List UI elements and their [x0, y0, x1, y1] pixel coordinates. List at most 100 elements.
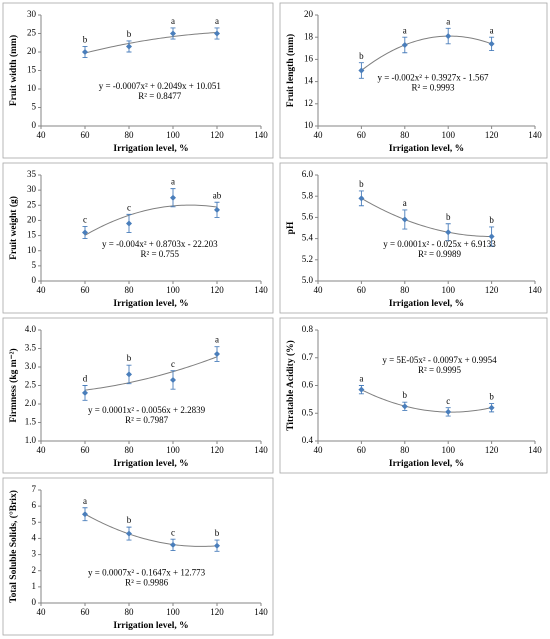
x-tick-label: 140: [254, 607, 268, 617]
r-squared: R² = 0.755: [141, 249, 180, 259]
significance-letter: a: [215, 16, 219, 26]
significance-letter: a: [403, 25, 407, 35]
significance-letter: b: [127, 29, 132, 39]
x-tick-label: 140: [528, 130, 542, 140]
y-tick-label: 2.0: [25, 398, 37, 408]
y-tick-label: 0.7: [302, 352, 314, 362]
significance-letter: b: [446, 212, 451, 222]
x-tick-label: 60: [357, 130, 367, 140]
panel-border: [2, 2, 274, 159]
y-tick-label: 18: [304, 31, 314, 41]
data-point: [126, 371, 132, 378]
trendline: [84, 31, 218, 54]
r-squared: R² = 0.7987: [125, 415, 169, 425]
x-tick-label: 80: [125, 130, 135, 140]
significance-letter: b: [127, 515, 132, 525]
significance-letter: b: [215, 528, 220, 538]
significance-letter: ab: [213, 190, 222, 200]
y-tick-label: 20: [304, 9, 314, 19]
r-squared: R² = 0.9995: [418, 365, 462, 375]
data-point: [358, 195, 365, 202]
data-point: [82, 511, 88, 518]
y-tick-label: 3: [32, 549, 37, 559]
data-point: [170, 30, 176, 37]
y-tick-label: 30: [27, 9, 37, 19]
x-tick-label: 60: [357, 285, 367, 295]
y-tick-label: 15: [27, 65, 37, 75]
significance-letter: a: [171, 16, 175, 26]
significance-letter: b: [359, 51, 364, 61]
data-point: [488, 404, 495, 411]
y-axis-title: Total Soluble Solids, (°Brix): [8, 490, 19, 603]
x-tick-label: 100: [166, 130, 180, 140]
r-squared: R² = 0.9993: [411, 82, 455, 92]
y-tick-label: 5.6: [302, 211, 314, 221]
x-tick-label: 60: [81, 130, 91, 140]
x-axis-title: Irrigation level, %: [389, 459, 464, 469]
data-point: [126, 43, 132, 50]
trendline: [84, 356, 218, 391]
trendline-equation: y = -0.002x² + 0.3927x - 1.567: [377, 72, 489, 82]
y-tick-label: 5.8: [302, 190, 314, 200]
y-tick-label: 1: [32, 581, 37, 591]
y-tick-label: 3.5: [25, 343, 37, 353]
significance-letter: c: [171, 359, 175, 369]
x-tick-label: 40: [37, 285, 47, 295]
x-tick-label: 120: [210, 607, 224, 617]
y-tick-label: 25: [27, 28, 37, 38]
x-tick-label: 40: [37, 607, 47, 617]
y-tick-label: 10: [304, 120, 314, 130]
y-axis-title: Fruit length (mm): [285, 34, 296, 107]
y-axis-title: Fruit weight (g): [8, 196, 19, 260]
y-axis-title: Firmness (kg m⁻²): [8, 348, 19, 422]
data-point: [170, 194, 176, 201]
y-tick-label: 5.0: [302, 275, 314, 285]
x-tick-label: 40: [37, 130, 47, 140]
data-point: [401, 41, 408, 48]
significance-letter: b: [83, 35, 88, 45]
significance-letter: c: [446, 396, 450, 406]
significance-letter: a: [446, 16, 450, 26]
y-tick-label: 0: [32, 120, 37, 130]
x-tick-label: 40: [314, 445, 324, 455]
trendline-equation: y = -0.004x² + 0.8703x - 22.203: [102, 239, 218, 249]
x-tick-label: 120: [210, 130, 224, 140]
significance-letter: d: [83, 374, 88, 384]
x-tick-label: 100: [166, 607, 180, 617]
x-tick-label: 80: [125, 445, 135, 455]
trendline: [361, 197, 492, 237]
significance-letter: c: [171, 527, 175, 537]
x-tick-label: 80: [400, 445, 410, 455]
x-axis-title: Irrigation level, %: [113, 144, 188, 154]
x-tick-label: 100: [441, 130, 455, 140]
x-tick-label: 100: [441, 285, 455, 295]
trendline: [84, 513, 218, 547]
y-tick-label: 3.0: [25, 361, 37, 371]
x-tick-label: 80: [125, 607, 135, 617]
x-tick-label: 120: [485, 445, 499, 455]
x-axis-title: Irrigation level, %: [389, 299, 464, 309]
x-tick-label: 60: [81, 445, 91, 455]
x-tick-label: 40: [37, 445, 47, 455]
data-point: [214, 30, 220, 37]
y-tick-label: 2.5: [25, 380, 37, 390]
significance-letter: a: [171, 177, 175, 187]
panel-border: [279, 162, 548, 314]
y-axis-title: Titratable Acidity (%): [285, 340, 296, 431]
panel-border: [279, 317, 548, 474]
x-tick-label: 80: [400, 285, 410, 295]
y-tick-label: 2: [32, 565, 37, 575]
x-tick-label: 140: [254, 285, 268, 295]
y-tick-label: 15: [27, 230, 37, 240]
data-point: [358, 386, 365, 393]
y-tick-label: 5: [32, 516, 37, 526]
y-tick-label: 5: [32, 102, 37, 112]
significance-letter: a: [403, 198, 407, 208]
data-point: [126, 530, 132, 537]
y-tick-label: 0.5: [302, 407, 314, 417]
data-point: [82, 389, 88, 396]
x-tick-label: 100: [166, 445, 180, 455]
x-tick-label: 140: [528, 285, 542, 295]
